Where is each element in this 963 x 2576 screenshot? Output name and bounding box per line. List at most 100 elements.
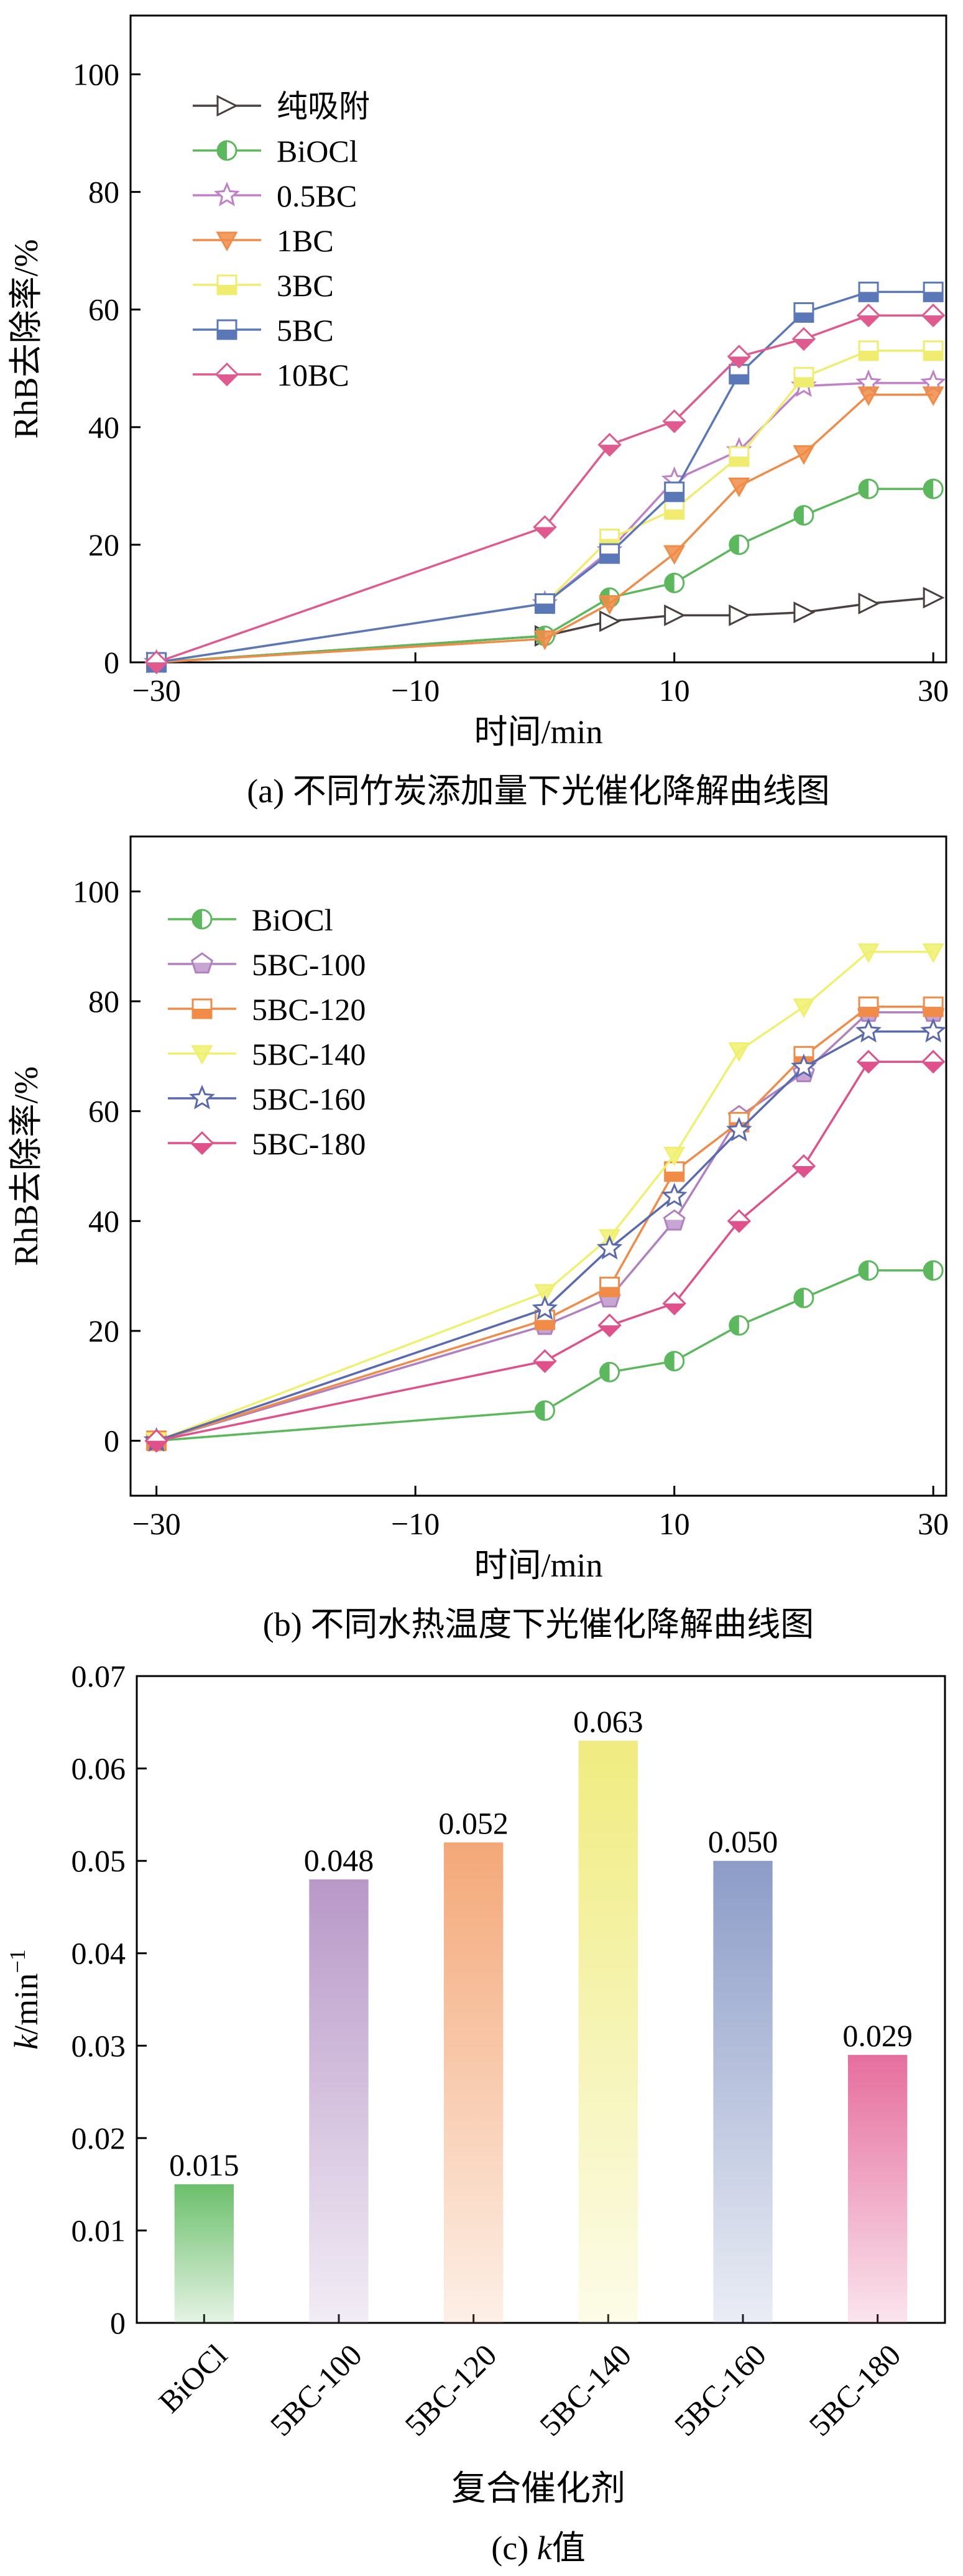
- bar-value-label: 0.029: [842, 2018, 913, 2053]
- y-tick-label: 80: [88, 984, 119, 1019]
- panel-c-rate-constant-bars: 0 0.01 0.02 0.03 0.04 0.05 0.06 0.07 BiOCl 5BC-10…: [5, 1659, 946, 2567]
- legend-marker: [191, 952, 213, 974]
- data-point: [599, 1276, 620, 1297]
- x-tick-label: 5BC-120: [398, 2337, 503, 2442]
- data-point: [793, 998, 815, 1018]
- data-point: [534, 593, 555, 614]
- legend-label: 5BC-160: [252, 1082, 366, 1116]
- data-point: [532, 1295, 558, 1320]
- data-point: [729, 364, 750, 385]
- data-point: [856, 303, 881, 328]
- data-point: [855, 1017, 882, 1043]
- data-point: [729, 534, 750, 555]
- y-tick-label: 0: [110, 2305, 126, 2340]
- legend-entry: 5BC-180: [168, 1126, 366, 1161]
- data-point: [793, 1287, 814, 1309]
- y-tick-label: 60: [88, 292, 119, 327]
- series-line: [156, 950, 934, 1442]
- y-tick-label: 0.02: [71, 2121, 126, 2156]
- legend-label: 3BC: [277, 268, 334, 303]
- series-line: [156, 1006, 934, 1442]
- series-line: [156, 1011, 934, 1442]
- bar-5BC-100: [309, 1879, 369, 2323]
- data-point: [793, 601, 816, 624]
- data-point: [920, 1017, 946, 1043]
- x-tick-label: BiOCl: [152, 2337, 234, 2419]
- panel-c-plot-frame: [136, 1675, 946, 2324]
- y-tick-label: 0.04: [71, 1936, 126, 1971]
- data-point: [726, 1116, 752, 1142]
- data-point: [598, 595, 621, 615]
- data-point: [856, 1050, 881, 1074]
- legend-entry: 3BC: [193, 268, 334, 303]
- x-tick-label: 5BC-180: [802, 2337, 907, 2442]
- series-line: [156, 290, 934, 664]
- legend-label: 5BC-140: [252, 1037, 366, 1072]
- y-tick-label: 100: [73, 57, 119, 92]
- bar-5BC-120: [444, 1842, 504, 2323]
- bar-BiOCl: [174, 2184, 234, 2323]
- data-point: [857, 943, 880, 963]
- data-point: [664, 604, 686, 626]
- series-5BC-160: [143, 1017, 946, 1452]
- series-line: [156, 488, 934, 664]
- legend-label: 10BC: [277, 358, 349, 392]
- x-tick-label: 5BC-140: [533, 2337, 638, 2442]
- data-point: [664, 481, 685, 503]
- legend-marker: [216, 319, 237, 340]
- data-point: [923, 340, 944, 361]
- y-tick-label: 80: [88, 175, 119, 210]
- data-point: [727, 345, 751, 369]
- data-point: [858, 281, 879, 302]
- data-point: [858, 478, 879, 499]
- series-line: [156, 1269, 934, 1442]
- data-point: [661, 1182, 688, 1208]
- series-line: [156, 1060, 934, 1442]
- x-tick-label: 10: [659, 673, 690, 708]
- panel-a-x-axis-label: 时间/min: [474, 713, 602, 751]
- data-point: [664, 499, 685, 520]
- x-tick-label: −10: [391, 1506, 440, 1541]
- data-point: [728, 477, 750, 498]
- data-point: [664, 1351, 685, 1372]
- data-point: [662, 1291, 686, 1315]
- data-point: [599, 543, 620, 564]
- data-point: [599, 610, 621, 632]
- legend-marker: [214, 362, 239, 387]
- data-point: [663, 545, 686, 565]
- y-tick-label: 20: [88, 527, 119, 562]
- legend-entry: 10BC: [193, 358, 349, 392]
- data-point: [144, 1429, 168, 1453]
- data-point: [599, 1361, 620, 1383]
- legend-marker: [214, 182, 240, 206]
- legend-label: 0.5BC: [277, 178, 357, 213]
- data-point: [793, 445, 815, 465]
- panel-c-y-axis-label: k/min−1: [5, 1949, 45, 2049]
- data-point: [923, 586, 945, 609]
- y-tick-label: 0.05: [71, 1843, 126, 1878]
- data-point: [663, 1146, 686, 1167]
- y-tick-label: 0: [104, 1424, 119, 1458]
- data-point: [857, 386, 880, 406]
- legend-label: 5BC-180: [252, 1126, 366, 1161]
- data-point: [858, 1260, 879, 1281]
- data-point: [662, 409, 686, 433]
- series-line: [156, 350, 934, 664]
- x-tick-label: 30: [918, 1506, 949, 1541]
- y-tick-label: 0.06: [71, 1751, 126, 1786]
- bar-value-label: 0.063: [573, 1704, 643, 1739]
- x-tick-label: −10: [391, 673, 440, 708]
- bar-value-label: 0.052: [438, 1805, 509, 1840]
- data-point: [597, 433, 622, 457]
- data-point: [533, 515, 557, 539]
- bar-value-label: 0.050: [708, 1824, 778, 1859]
- panel-b-x-axis-label: 时间/min: [474, 1547, 602, 1584]
- legend-marker: [216, 231, 238, 252]
- legend-marker: [190, 1131, 214, 1156]
- panel-a-caption: (a) 不同竹炭添加量下光催化降解曲线图: [247, 772, 829, 810]
- data-point: [729, 604, 751, 626]
- x-tick-label: 5BC-160: [668, 2337, 773, 2442]
- series-line: [156, 394, 934, 664]
- legend-marker: [216, 140, 237, 161]
- data-point: [597, 1313, 622, 1338]
